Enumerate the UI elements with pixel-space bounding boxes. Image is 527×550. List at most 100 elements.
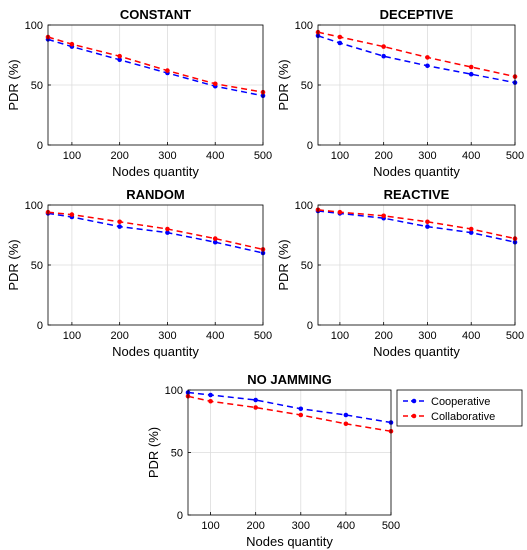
y-axis-label: PDR (%) bbox=[6, 59, 21, 110]
data-point bbox=[468, 71, 474, 77]
chart-title: NO JAMMING bbox=[247, 372, 332, 387]
y-axis-label: PDR (%) bbox=[276, 239, 291, 290]
x-tick-label: 100 bbox=[63, 150, 81, 162]
x-tick-label: 400 bbox=[206, 330, 224, 342]
legend-marker bbox=[411, 398, 417, 404]
legend-marker bbox=[411, 413, 417, 419]
series-line-collaborative bbox=[317, 31, 516, 78]
x-tick-label: 400 bbox=[462, 150, 480, 162]
x-axis-label: Nodes quantity bbox=[246, 534, 333, 549]
data-point bbox=[208, 398, 213, 404]
chart-3: 100 200 300 400 500 0 50 100 REACTIVE Nodes quant… bbox=[276, 187, 524, 359]
data-point bbox=[425, 219, 430, 225]
x-tick-label: 300 bbox=[292, 520, 310, 532]
data-point bbox=[212, 236, 218, 241]
x-tick-label: 200 bbox=[110, 150, 128, 162]
legend-label: Cooperative bbox=[431, 396, 490, 408]
series-line-cooperative bbox=[187, 391, 392, 424]
legend-label: Collaborative bbox=[431, 411, 495, 423]
series-line-cooperative bbox=[47, 38, 264, 97]
chart-0: 100 200 300 400 500 0 50 100 CONSTANT Nodes quant… bbox=[6, 7, 272, 179]
data-point bbox=[165, 68, 170, 73]
y-tick-label: 50 bbox=[301, 80, 313, 92]
data-point bbox=[381, 44, 386, 49]
x-tick-label: 100 bbox=[63, 330, 81, 342]
data-point bbox=[425, 63, 430, 69]
data-point bbox=[165, 230, 170, 235]
y-tick-label: 100 bbox=[25, 20, 43, 32]
y-axis-label: PDR (%) bbox=[146, 427, 161, 478]
series-line-cooperative bbox=[317, 210, 516, 243]
chart-4: 100 200 300 400 500 0 50 100 NO JAMMING Nodes qua… bbox=[146, 372, 400, 549]
y-tick-label: 50 bbox=[31, 260, 43, 272]
series-line-collaborative bbox=[47, 36, 264, 93]
x-tick-label: 100 bbox=[331, 330, 349, 342]
data-point bbox=[381, 53, 386, 59]
x-tick-label: 500 bbox=[254, 150, 272, 162]
x-tick-label: 200 bbox=[110, 330, 128, 342]
y-axis-label: PDR (%) bbox=[6, 239, 21, 290]
data-point bbox=[117, 53, 122, 59]
y-tick-label: 100 bbox=[25, 200, 43, 212]
y-tick-label: 100 bbox=[165, 385, 183, 397]
data-point bbox=[468, 226, 474, 232]
chart-title: CONSTANT bbox=[120, 7, 191, 22]
y-tick-label: 100 bbox=[295, 20, 313, 32]
data-point bbox=[117, 219, 122, 225]
chart-2: 100 200 300 400 500 0 50 100 RANDOM Nodes quantit… bbox=[6, 187, 272, 359]
data-point bbox=[337, 34, 343, 40]
data-point bbox=[212, 239, 218, 245]
x-tick-label: 100 bbox=[331, 150, 349, 162]
data-point bbox=[253, 405, 258, 410]
y-axis-label: PDR (%) bbox=[276, 59, 291, 110]
data-point bbox=[425, 55, 430, 60]
x-tick-label: 300 bbox=[158, 150, 176, 162]
x-tick-label: 500 bbox=[382, 520, 400, 532]
x-axis-label: Nodes quantity bbox=[373, 164, 460, 179]
y-tick-label: 50 bbox=[301, 260, 313, 272]
series-line-collaborative bbox=[317, 209, 516, 240]
data-point bbox=[117, 57, 122, 63]
x-axis-label: Nodes quantity bbox=[112, 164, 199, 179]
series-line-collaborative bbox=[47, 211, 264, 251]
data-point bbox=[298, 412, 304, 418]
x-tick-label: 200 bbox=[246, 520, 264, 532]
data-point bbox=[468, 64, 474, 70]
x-tick-label: 200 bbox=[374, 150, 392, 162]
data-point bbox=[212, 81, 218, 87]
x-tick-label: 400 bbox=[337, 520, 355, 532]
data-point bbox=[253, 397, 258, 403]
series-line-cooperative bbox=[317, 35, 516, 84]
series-line-cooperative bbox=[47, 212, 264, 254]
x-tick-label: 200 bbox=[374, 330, 392, 342]
y-tick-label: 100 bbox=[295, 200, 313, 212]
x-tick-label: 100 bbox=[201, 520, 219, 532]
data-point bbox=[69, 41, 75, 47]
y-tick-label: 0 bbox=[37, 320, 43, 332]
y-tick-label: 0 bbox=[307, 140, 313, 152]
data-point bbox=[343, 412, 349, 418]
data-point bbox=[468, 230, 474, 235]
data-point bbox=[165, 226, 170, 232]
x-tick-label: 500 bbox=[506, 150, 524, 162]
y-tick-label: 0 bbox=[37, 140, 43, 152]
data-point bbox=[425, 224, 430, 229]
data-point bbox=[69, 212, 75, 217]
chart-title: DECEPTIVE bbox=[380, 7, 454, 22]
x-tick-label: 400 bbox=[462, 330, 480, 342]
data-point bbox=[298, 406, 304, 412]
chart-title: REACTIVE bbox=[384, 187, 450, 202]
data-point bbox=[337, 40, 343, 46]
x-axis-label: Nodes quantity bbox=[373, 344, 460, 359]
data-point bbox=[208, 392, 213, 398]
legend: Cooperative Collaborative bbox=[396, 389, 523, 427]
data-point bbox=[117, 224, 122, 229]
x-tick-label: 300 bbox=[158, 330, 176, 342]
x-axis-label: Nodes quantity bbox=[112, 344, 199, 359]
data-point bbox=[343, 421, 349, 427]
y-tick-label: 50 bbox=[31, 80, 43, 92]
y-tick-label: 50 bbox=[171, 448, 183, 460]
x-tick-label: 400 bbox=[206, 150, 224, 162]
x-tick-label: 500 bbox=[506, 330, 524, 342]
